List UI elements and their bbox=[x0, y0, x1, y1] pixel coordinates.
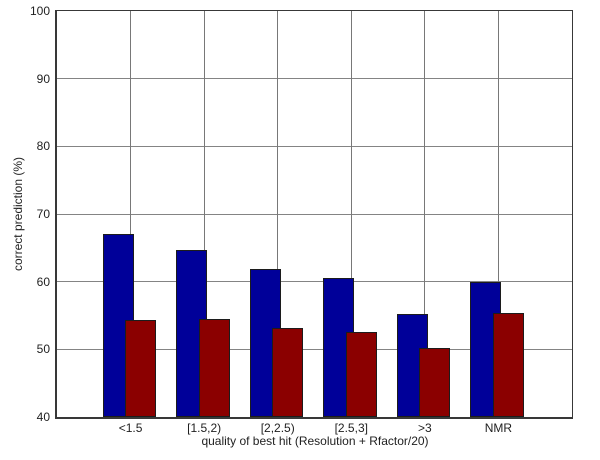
horizontal-gridline bbox=[57, 348, 572, 350]
horizontal-gridline bbox=[57, 78, 572, 80]
vertical-gridline bbox=[350, 11, 352, 417]
x-tick-label: [2,2.5) bbox=[260, 421, 295, 435]
y-tick-label: 60 bbox=[36, 274, 50, 289]
x-tick-label: [1.5,2) bbox=[187, 421, 222, 435]
horizontal-gridline bbox=[57, 281, 572, 283]
x-tick-label: <1.5 bbox=[118, 421, 143, 435]
dark-red-series-bar bbox=[272, 327, 304, 417]
dark-red-series-bar bbox=[125, 319, 157, 417]
dark-red-series-bar bbox=[198, 318, 230, 417]
x-tick-label: >3 bbox=[418, 421, 432, 435]
vertical-gridline bbox=[497, 11, 499, 417]
x-tick-label: NMR bbox=[484, 421, 513, 435]
x-axis-label: quality of best hit (Resolution + Rfacto… bbox=[201, 434, 429, 448]
vertical-gridline bbox=[203, 11, 205, 417]
y-tick-label: 70 bbox=[36, 207, 50, 221]
y-tick-label: 100 bbox=[29, 4, 50, 18]
plot-area bbox=[55, 10, 573, 419]
y-tick-label: 80 bbox=[36, 139, 50, 154]
dark-red-series-bar bbox=[492, 313, 524, 417]
horizontal-gridline bbox=[57, 145, 572, 147]
y-tick-label: 90 bbox=[36, 71, 50, 86]
vertical-gridline bbox=[277, 11, 279, 417]
dark-red-series-bar bbox=[419, 347, 451, 417]
vertical-gridline bbox=[424, 11, 426, 417]
dark-red-series-bar bbox=[345, 331, 377, 417]
horizontal-gridline bbox=[57, 213, 572, 215]
y-tick-label: 40 bbox=[36, 410, 50, 424]
vertical-gridline bbox=[130, 11, 132, 417]
x-tick-label: [2.5,3] bbox=[334, 421, 368, 435]
y-tick-label: 50 bbox=[36, 342, 50, 357]
